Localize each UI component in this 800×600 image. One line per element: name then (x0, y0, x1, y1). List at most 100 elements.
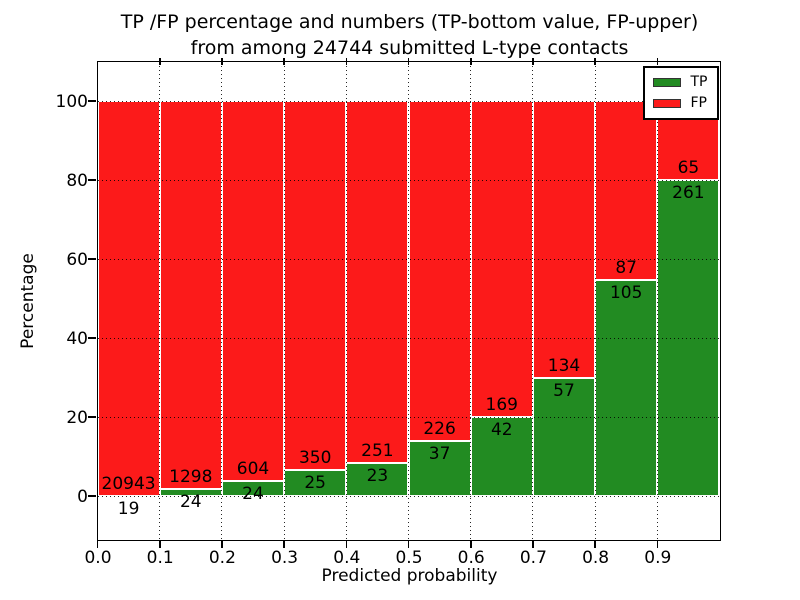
tp-count-label: 42 (490, 420, 513, 441)
y-tick-label: 80 (66, 170, 88, 191)
x-axis-top-tick (345, 58, 348, 65)
tp-bar-segment (470, 417, 533, 496)
x-tick-label: 0.6 (457, 548, 485, 568)
plot-area: 20943 19 1298 24 604 24 350 25 251 23 226 37 169 42 13… (88, 58, 721, 548)
fp-count-label: 1298 (169, 466, 213, 487)
y-tick-label: 100 (55, 91, 88, 112)
fp-bar-segment (346, 101, 409, 463)
legend-row-fp: FP (645, 95, 717, 111)
x-axis-tick (656, 539, 659, 548)
gridline-vertical (408, 61, 409, 540)
fp-bar-segment (221, 101, 285, 481)
tp-count-label: 19 (117, 498, 140, 519)
x-axis-tick (594, 539, 596, 548)
tp-count-label: 23 (366, 465, 389, 486)
legend-label-tp: TP (690, 74, 708, 90)
fp-count-label: 20943 (101, 473, 156, 494)
tp-bar-segment (346, 462, 409, 497)
gridline-vertical (532, 61, 534, 540)
x-tick-label: 0.5 (395, 548, 423, 568)
gridline-vertical (470, 61, 472, 540)
y-axis-tick (88, 179, 96, 181)
tp-count-label: 57 (553, 381, 575, 402)
x-axis-top-tick (656, 58, 659, 65)
x-axis-top-tick (532, 58, 534, 65)
x-axis-top-tick (594, 58, 596, 65)
x-axis-tick (159, 539, 161, 548)
x-axis-tick (345, 539, 348, 548)
tp-bar-segment (408, 440, 471, 497)
tp-count-label: 105 (609, 283, 643, 303)
legend-swatch-tp (652, 77, 681, 87)
x-tick-label: 0.7 (519, 548, 547, 568)
gridline-vertical (594, 61, 596, 540)
fp-bar-segment (284, 101, 347, 470)
legend: TP FP (642, 65, 719, 120)
x-axis-tick (532, 539, 534, 548)
x-axis-tick (470, 539, 472, 548)
y-axis-label: Percentage (18, 253, 38, 349)
x-tick-label: 0.2 (208, 548, 236, 568)
fp-count-label: 87 (615, 258, 637, 278)
gridline-vertical (656, 61, 658, 540)
y-tick-label: 20 (66, 407, 88, 428)
x-axis-top-tick (221, 58, 223, 65)
x-axis-tick (221, 539, 223, 548)
legend-row-tp: TP (645, 74, 717, 90)
tp-count-label: 37 (428, 443, 451, 464)
x-axis-top-tick (283, 58, 285, 65)
tp-bar-segment (532, 378, 596, 497)
gridline-vertical (345, 61, 347, 540)
fp-count-label: 350 (298, 447, 332, 468)
x-axis-tick (283, 539, 285, 548)
x-tick-label: 0.3 (271, 548, 299, 568)
chart-title: TP /FP percentage and numbers (TP-bottom… (97, 9, 722, 61)
fp-count-label: 226 (423, 418, 456, 439)
y-tick-label: 0 (77, 486, 88, 507)
x-axis-top-tick (159, 58, 161, 65)
y-tick-label: 60 (66, 249, 88, 270)
fp-bar-segment (97, 101, 160, 496)
gridline-vertical (221, 61, 223, 540)
x-tick-label: 0.8 (582, 548, 610, 568)
tp-bar-segment (159, 488, 222, 497)
tp-bar-segment (221, 480, 285, 496)
x-axis-tick (96, 539, 99, 548)
fp-bar-segment (532, 101, 596, 379)
fp-count-label: 134 (547, 356, 581, 377)
y-axis-tick (88, 258, 96, 260)
x-tick-label: 0.9 (644, 548, 672, 568)
x-axis-top-tick (470, 58, 472, 65)
tp-count-label: 24 (242, 483, 264, 504)
chart-title-line1: TP /FP percentage and numbers (TP-bottom… (120, 11, 699, 33)
x-tick-label: 0.1 (146, 548, 174, 568)
y-axis-tick (88, 337, 96, 339)
y-axis-tick (88, 495, 96, 497)
fp-count-label: 604 (236, 458, 270, 479)
x-tick-label: 0.0 (84, 548, 112, 568)
tp-count-label: 25 (304, 472, 326, 493)
fp-count-label: 65 (677, 157, 700, 178)
x-axis-tick (407, 539, 410, 548)
y-axis-tick (88, 416, 96, 418)
x-axis-label: Predicted probability (321, 566, 498, 586)
tp-count-label: 261 (672, 182, 705, 203)
fp-bar-segment (408, 101, 471, 441)
legend-label-fp: FP (690, 95, 708, 111)
x-axis-top-tick (407, 58, 410, 65)
chart-title-line2: from among 24744 submitted L-type contac… (190, 37, 629, 59)
fp-bar-segment (595, 101, 658, 280)
tp-count-label: 24 (179, 491, 202, 512)
legend-swatch-fp (652, 98, 681, 108)
tp-bar-segment (657, 179, 720, 497)
fp-count-label: 169 (485, 395, 518, 416)
tp-bar-segment (284, 469, 347, 496)
gridline-vertical (283, 61, 285, 540)
tp-bar-segment (595, 280, 658, 496)
fp-count-label: 251 (361, 440, 394, 461)
y-tick-label: 40 (66, 328, 88, 349)
x-tick-label: 0.4 (333, 548, 361, 568)
fp-bar-segment (159, 101, 222, 489)
gridline-vertical (159, 61, 161, 540)
